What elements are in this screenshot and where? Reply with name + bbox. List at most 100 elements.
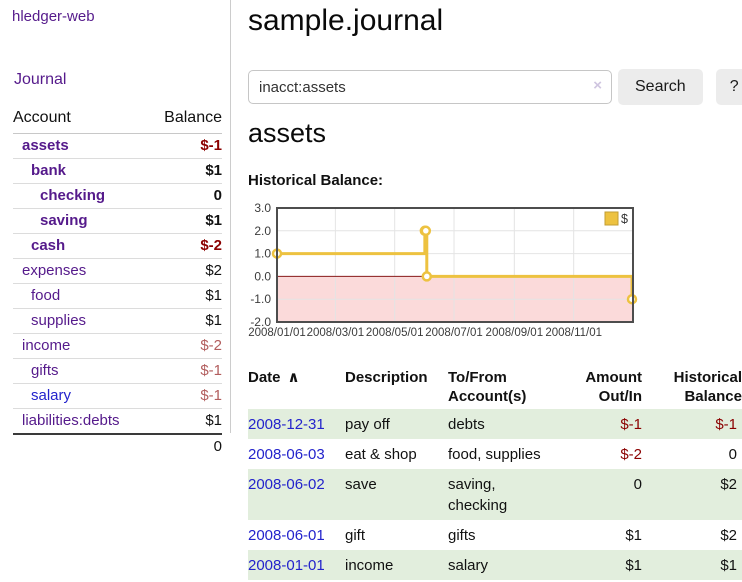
y-tick-label: 1.0 (254, 247, 271, 261)
account-balance: $1 (148, 208, 222, 234)
register-header-description: Description (345, 369, 428, 386)
sidebar-account-link[interactable]: assets (22, 137, 69, 154)
sidebar-account-link[interactable]: food (31, 287, 61, 304)
account-balance: $1 (148, 158, 222, 184)
transaction-accounts: food, supplies (448, 446, 541, 463)
sidebar-account-link[interactable]: bank (31, 162, 67, 179)
sidebar-account-link[interactable]: income (22, 337, 71, 354)
clear-search-icon[interactable]: × (593, 77, 602, 94)
x-tick-label: 2008/09/01 (486, 327, 544, 339)
x-tick-label: 2008/07/01 (425, 327, 483, 339)
accounts-table: Account Balance assets $-1 bank $1 checking 0… (13, 106, 222, 459)
transaction-amount: $-2 (620, 446, 642, 463)
sidebar-account-link[interactable]: saving (40, 212, 88, 229)
historical-balance-chart: 3.0 2.0 1.0 0.0 -1.0 -2.0 2008/01/01 2008/03/01… (248, 200, 708, 350)
x-tick-label: 2008/05/01 (366, 327, 424, 339)
sidebar-account-link[interactable]: checking (40, 187, 106, 204)
transaction-description: eat & shop (345, 446, 417, 463)
account-row: gifts $-1 (13, 358, 222, 384)
legend-label: $ (621, 212, 628, 226)
sidebar-account-link[interactable]: salary (31, 387, 72, 404)
transaction-accounts: saving, checking (448, 469, 560, 520)
search-button[interactable]: Search (618, 69, 703, 105)
transaction-balance: $-1 (642, 409, 742, 439)
sidebar-account-link[interactable]: expenses (22, 262, 87, 279)
account-balance: $1 (148, 283, 222, 309)
y-tick-label: -2.0 (250, 315, 271, 329)
x-tick-label: 2008/03/01 (307, 327, 365, 339)
search-form: × Search ? (248, 69, 742, 105)
sort-asc-icon[interactable]: ∧ (287, 369, 300, 386)
account-row: food $1 (13, 283, 222, 309)
accounts-header-account: Account (13, 106, 149, 134)
sidebar-account-link[interactable]: liabilities:debts (22, 412, 120, 429)
transaction-amount: $1 (560, 550, 642, 580)
y-tick-label: 0.0 (254, 269, 271, 283)
transaction-amount: $-1 (560, 409, 642, 439)
account-row: liabilities:debts $1 (13, 408, 222, 434)
accounts-header-row: Account Balance (13, 106, 222, 134)
sidebar-account-link[interactable]: cash (31, 237, 66, 254)
y-tick-label: -1.0 (250, 292, 271, 306)
account-row: bank $1 (13, 158, 222, 184)
register-header-tofrom: To/From Account(s) (448, 369, 527, 405)
x-tick-label: 2008/01/01 (248, 327, 306, 339)
transaction-row: 2008-06-03 eat & shop food, supplies $-2 0 (248, 439, 742, 469)
account-balance: $-1 (200, 137, 222, 154)
help-button[interactable]: ? (715, 69, 742, 105)
transaction-row: 2008-06-01 gift gifts $1 $2 (248, 520, 742, 550)
account-balance: $1 (148, 308, 222, 334)
transaction-row: 2008-01-01 income salary $1 $1 (248, 550, 742, 580)
transaction-accounts: debts (448, 409, 560, 439)
page-title: sample.journal (248, 4, 444, 37)
transaction-accounts: gifts (448, 527, 476, 544)
register-header-amount: Amount Out/In (585, 369, 642, 405)
transaction-accounts: salary (448, 550, 560, 580)
legend-swatch (604, 211, 619, 226)
account-row: expenses $2 (13, 258, 222, 284)
register-header-date[interactable]: Date ∧ (248, 369, 300, 386)
transaction-date-link[interactable]: 2008-06-02 (248, 476, 325, 493)
account-heading: assets (248, 118, 327, 148)
transaction-row: 2008-06-02 save saving, checking 0 $2 (248, 469, 742, 520)
transaction-balance: 0 (728, 446, 737, 463)
transaction-date-link[interactable]: 2008-12-31 (248, 416, 325, 433)
transaction-description: save (345, 469, 448, 520)
sidebar-item-journal[interactable]: Journal (14, 71, 67, 88)
transaction-description: gift (345, 527, 366, 544)
chart-title: Historical Balance: (248, 172, 384, 189)
data-point-marker (421, 271, 433, 282)
sidebar-account-link[interactable]: supplies (31, 312, 87, 329)
register-header-balance: Historical Balance (673, 369, 742, 405)
transaction-balance: $2 (642, 469, 742, 520)
transaction-amount: 0 (560, 469, 642, 520)
account-row: assets $-1 (13, 134, 222, 159)
account-balance: $-1 (148, 358, 222, 384)
transaction-date-link[interactable]: 2008-06-03 (248, 446, 325, 463)
accounts-header-balance: Balance (148, 106, 222, 134)
y-tick-label: 2.0 (254, 224, 271, 238)
transaction-date-link[interactable]: 2008-06-01 (248, 527, 325, 544)
account-balance: $-2 (148, 233, 222, 259)
account-row: cash $-2 (13, 233, 222, 259)
transaction-balance: $1 (642, 550, 742, 580)
account-balance: $1 (148, 408, 222, 434)
transaction-description: income (345, 550, 448, 580)
transaction-date-link[interactable]: 2008-01-01 (248, 557, 325, 574)
transaction-description: pay off (345, 409, 448, 439)
account-balance: $-1 (148, 383, 222, 409)
account-balance: 0 (148, 183, 222, 209)
account-balance: $2 (148, 258, 222, 284)
accounts-total-row: 0 (13, 433, 222, 459)
app-title-link[interactable]: hledger-web (12, 8, 95, 25)
account-row: saving $1 (13, 208, 222, 234)
sidebar-account-link[interactable]: gifts (31, 362, 59, 379)
search-input[interactable] (248, 70, 612, 104)
sidebar: hledger-web Journal Account Balance asse… (0, 0, 231, 459)
y-tick-label: 3.0 (254, 201, 271, 215)
transaction-balance: $2 (720, 527, 737, 544)
account-row: supplies $1 (13, 308, 222, 334)
accounts-total-balance: 0 (148, 433, 222, 459)
account-row: salary $-1 (13, 383, 222, 409)
chart-border (276, 207, 634, 323)
